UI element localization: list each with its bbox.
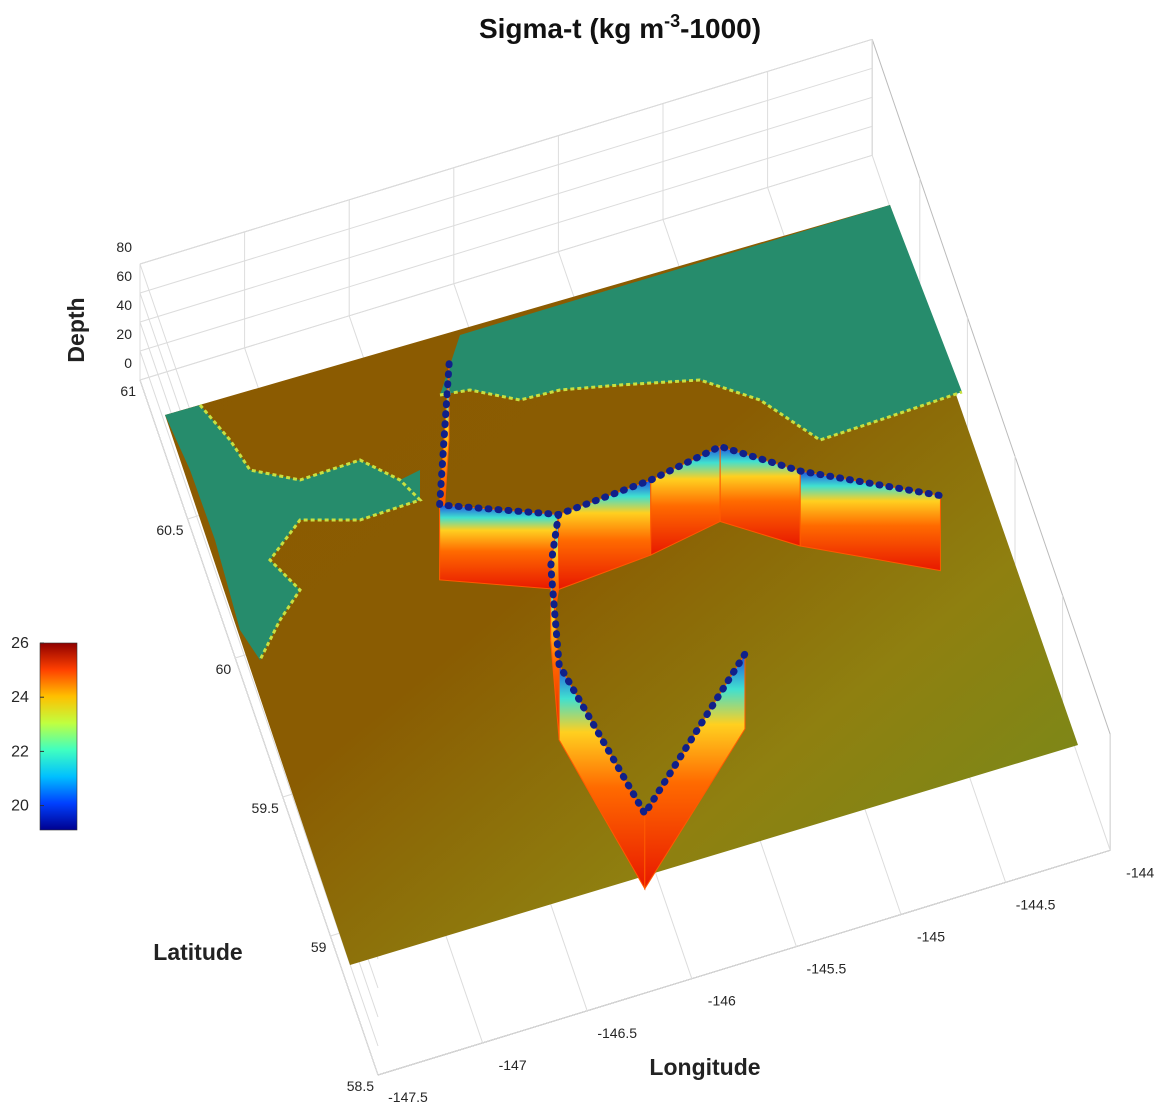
- x-tick-label: -147: [499, 1057, 527, 1073]
- y-tick-label: 59.5: [252, 800, 279, 816]
- z-axis-label: Depth: [63, 297, 89, 362]
- basemap: [165, 205, 1078, 965]
- title-superscript: -3: [664, 11, 680, 31]
- curtain-segment: [440, 505, 559, 590]
- colorbar: [40, 643, 77, 830]
- y-tick-label: 61: [120, 383, 136, 399]
- grid-line: [140, 39, 872, 264]
- z-tick-label: 0: [124, 355, 132, 371]
- z-tick-label: 60: [116, 268, 132, 284]
- colorbar-tick-label: 26: [11, 635, 29, 652]
- z-tick-label: 40: [116, 297, 132, 313]
- x-tick-label: -146: [708, 993, 736, 1009]
- y-tick-label: 58.5: [347, 1078, 374, 1094]
- z-tick-label: 80: [116, 239, 132, 255]
- chart: Sigma-t (kg m-3-1000) Longitude Latitude…: [0, 0, 1154, 1115]
- y-tick-label: 60: [216, 661, 232, 677]
- x-tick-label: -146.5: [597, 1025, 637, 1041]
- title-text: -1000): [680, 13, 761, 44]
- colorbar-tick-label: 22: [11, 743, 29, 760]
- y-tick-label: 59: [311, 939, 327, 955]
- x-tick-label: -144.5: [1016, 896, 1056, 912]
- x-tick-label: -147.5: [388, 1089, 428, 1105]
- colorbar-tick-label: 24: [11, 689, 29, 706]
- title-text: Sigma-t (kg m: [479, 13, 664, 44]
- z-tick-label: 20: [116, 326, 132, 342]
- x-tick-label: -144: [1126, 864, 1154, 880]
- colorbar-tick-label: 20: [11, 798, 29, 815]
- x-tick-label: -145.5: [807, 961, 847, 977]
- chart-title: Sigma-t (kg m-3-1000): [479, 11, 761, 44]
- y-axis-label: Latitude: [153, 939, 242, 965]
- x-axis-label: Longitude: [649, 1054, 760, 1080]
- x-tick-label: -145: [917, 929, 945, 945]
- y-tick-label: 60.5: [156, 522, 183, 538]
